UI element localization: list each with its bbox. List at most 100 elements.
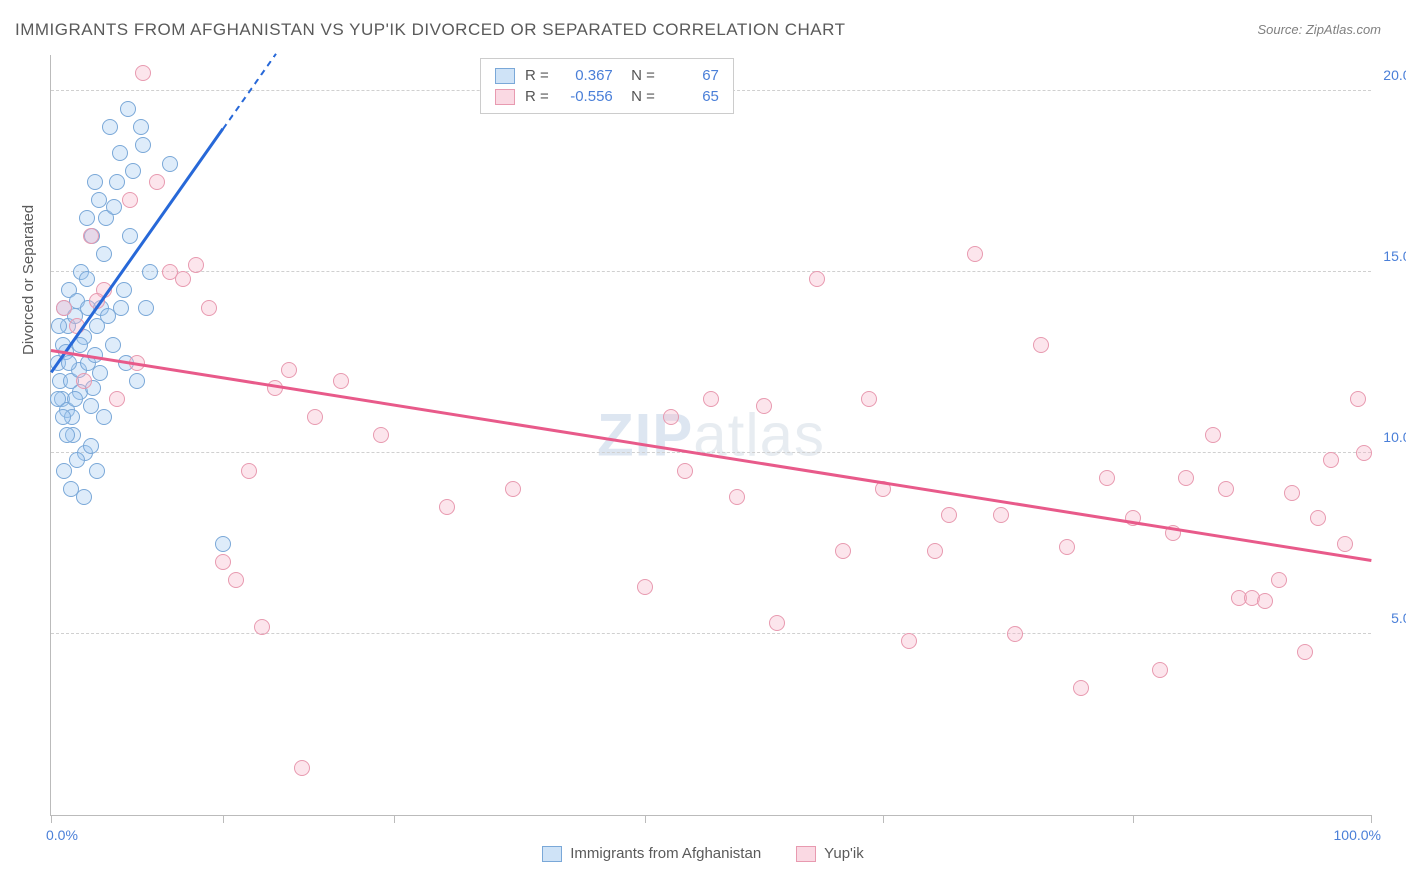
data-point <box>281 362 297 378</box>
data-point <box>1257 593 1273 609</box>
data-point <box>1007 626 1023 642</box>
y-axis-title: Divorced or Separated <box>20 205 37 355</box>
data-point <box>96 246 112 262</box>
y-tick-label: 20.0% <box>1383 67 1406 83</box>
data-point <box>92 365 108 381</box>
data-point <box>135 65 151 81</box>
legend-n-label: N = <box>623 67 655 84</box>
y-tick-label: 10.0% <box>1383 429 1406 445</box>
data-point <box>901 633 917 649</box>
series2-r-value: -0.556 <box>559 88 613 105</box>
series1-swatch-icon <box>542 846 562 862</box>
data-point <box>162 156 178 172</box>
data-point <box>861 391 877 407</box>
data-point <box>228 572 244 588</box>
data-point <box>91 192 107 208</box>
series1-n-value: 67 <box>665 67 719 84</box>
data-point <box>135 137 151 153</box>
data-point <box>993 507 1009 523</box>
data-point <box>1310 510 1326 526</box>
x-tick <box>1133 815 1134 823</box>
data-point <box>105 337 121 353</box>
data-point <box>729 489 745 505</box>
watermark: ZIPatlas <box>597 401 825 470</box>
data-point <box>129 373 145 389</box>
y-tick-label: 5.0% <box>1391 610 1406 626</box>
data-point <box>106 199 122 215</box>
legend-row-series2: R = -0.556 N = 65 <box>495 86 719 107</box>
data-point <box>294 760 310 776</box>
data-point <box>109 174 125 190</box>
data-point <box>56 300 72 316</box>
data-point <box>677 463 693 479</box>
data-point <box>116 282 132 298</box>
series1-name: Immigrants from Afghanistan <box>570 845 761 862</box>
data-point <box>79 210 95 226</box>
series2-swatch-icon <box>796 846 816 862</box>
data-point <box>149 174 165 190</box>
data-point <box>439 499 455 515</box>
x-tick <box>645 815 646 823</box>
legend-n-label: N = <box>623 88 655 105</box>
x-axis-min-label: 0.0% <box>46 827 78 843</box>
correlation-legend: R = 0.367 N = 67 R = -0.556 N = 65 <box>480 58 734 114</box>
data-point <box>125 163 141 179</box>
series1-r-value: 0.367 <box>559 67 613 84</box>
data-point <box>1218 481 1234 497</box>
legend-row-series1: R = 0.367 N = 67 <box>495 65 719 86</box>
data-point <box>1284 485 1300 501</box>
data-point <box>83 438 99 454</box>
x-tick <box>1371 815 1372 823</box>
data-point <box>1323 452 1339 468</box>
data-point <box>102 119 118 135</box>
data-point <box>76 489 92 505</box>
data-point <box>56 463 72 479</box>
data-point <box>1356 445 1372 461</box>
data-point <box>1059 539 1075 555</box>
data-point <box>1350 391 1366 407</box>
data-point <box>61 355 77 371</box>
data-point <box>1205 427 1221 443</box>
source-attribution: Source: ZipAtlas.com <box>1257 22 1381 37</box>
data-point <box>835 543 851 559</box>
legend-item-series1: Immigrants from Afghanistan <box>542 845 761 862</box>
data-point <box>809 271 825 287</box>
x-tick <box>394 815 395 823</box>
series2-swatch-icon <box>495 89 515 105</box>
data-point <box>703 391 719 407</box>
data-point <box>201 300 217 316</box>
data-point <box>138 300 154 316</box>
data-point <box>69 452 85 468</box>
series2-n-value: 65 <box>665 88 719 105</box>
data-point <box>76 373 92 389</box>
gridline <box>51 271 1371 272</box>
data-point <box>1033 337 1049 353</box>
data-point <box>109 391 125 407</box>
data-point <box>756 398 772 414</box>
data-point <box>122 192 138 208</box>
data-point <box>1178 470 1194 486</box>
data-point <box>50 391 66 407</box>
data-point <box>122 228 138 244</box>
data-point <box>637 579 653 595</box>
data-point <box>112 145 128 161</box>
x-tick <box>223 815 224 823</box>
data-point <box>1337 536 1353 552</box>
data-point <box>87 174 103 190</box>
data-point <box>59 427 75 443</box>
data-point <box>89 463 105 479</box>
legend-r-label: R = <box>525 67 549 84</box>
legend-r-label: R = <box>525 88 549 105</box>
x-tick <box>51 815 52 823</box>
series2-name: Yup'ik <box>824 845 864 862</box>
trend-line <box>51 349 1371 561</box>
series-legend: Immigrants from Afghanistan Yup'ik <box>0 845 1406 862</box>
data-point <box>175 271 191 287</box>
data-point <box>120 101 136 117</box>
chart-title: IMMIGRANTS FROM AFGHANISTAN VS YUP'IK DI… <box>15 20 845 40</box>
data-point <box>333 373 349 389</box>
data-point <box>1073 680 1089 696</box>
data-point <box>55 409 71 425</box>
data-point <box>51 318 67 334</box>
data-point <box>1271 572 1287 588</box>
